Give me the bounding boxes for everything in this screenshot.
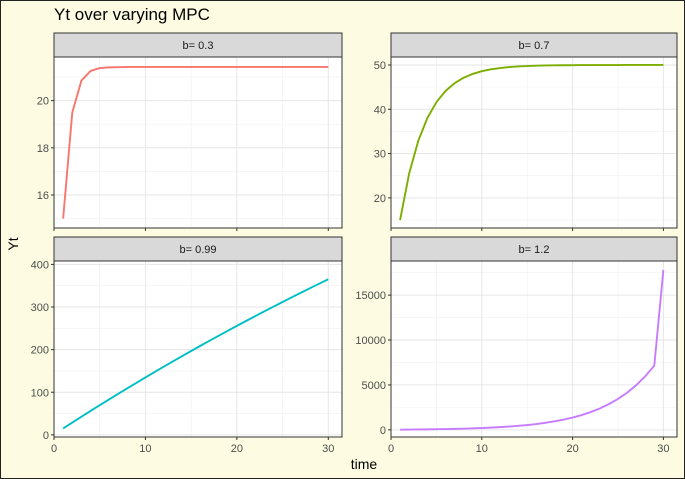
y-tick-label: 15000 xyxy=(355,290,386,302)
series-line xyxy=(399,64,664,221)
strip-background xyxy=(53,236,343,262)
strip-label: b= 1.2 xyxy=(519,244,550,256)
y-tick-label: 0 xyxy=(43,430,49,442)
y-tick-label: 0 xyxy=(380,425,386,437)
panel-1: b= 0.3 16 18 20 xyxy=(37,32,343,231)
panel-border xyxy=(53,56,343,229)
panel-border xyxy=(390,56,678,229)
series-line xyxy=(400,269,665,431)
y-tick-label: 200 xyxy=(31,345,49,357)
y-tick-label: 100 xyxy=(31,387,49,399)
x-tick-label: 0 xyxy=(388,443,394,455)
panel-4: b= 1.2 0 5000 10000 15000 0 10 20 30 xyxy=(355,236,678,455)
chart-title: Yt over varying MPC xyxy=(54,5,210,24)
panel-background xyxy=(391,261,677,437)
y-tick-label: 5000 xyxy=(362,380,386,392)
y-tick-label: 10000 xyxy=(355,335,386,347)
y-tick-label: 16 xyxy=(37,190,49,202)
panel-background xyxy=(54,261,342,437)
y-tick-label: 20 xyxy=(37,96,49,108)
panel-border xyxy=(53,260,343,438)
panel-background xyxy=(391,57,677,228)
strip-label: b= 0.99 xyxy=(179,244,216,256)
x-tick-label: 20 xyxy=(566,443,578,455)
panel-background xyxy=(54,57,342,228)
x-tick-label: 0 xyxy=(51,443,57,455)
y-tick-label: 400 xyxy=(31,259,49,271)
panel-3: b= 0.99 0 100 200 300 400 0 10 20 30 xyxy=(31,236,343,455)
x-tick-label: 30 xyxy=(657,443,669,455)
panel-border xyxy=(390,260,678,438)
strip-label: b= 0.7 xyxy=(519,40,550,52)
strip-background xyxy=(390,236,678,262)
series-line xyxy=(62,278,329,430)
y-tick-label: 300 xyxy=(31,302,49,314)
series-line xyxy=(62,65,329,219)
panel-2: b= 0.7 20 30 40 50 xyxy=(374,32,678,231)
x-tick-label: 10 xyxy=(139,443,151,455)
y-tick-label: 50 xyxy=(374,60,386,72)
strip-label: b= 0.3 xyxy=(183,40,214,52)
x-tick-label: 20 xyxy=(231,443,243,455)
y-tick-label: 40 xyxy=(374,104,386,116)
x-tick-label: 30 xyxy=(322,443,334,455)
y-axis-title: Yt xyxy=(5,237,21,250)
y-tick-label: 20 xyxy=(374,193,386,205)
x-tick-label: 10 xyxy=(476,443,488,455)
y-tick-label: 30 xyxy=(374,149,386,161)
y-tick-label: 18 xyxy=(37,143,49,155)
x-axis-title: time xyxy=(351,456,378,472)
